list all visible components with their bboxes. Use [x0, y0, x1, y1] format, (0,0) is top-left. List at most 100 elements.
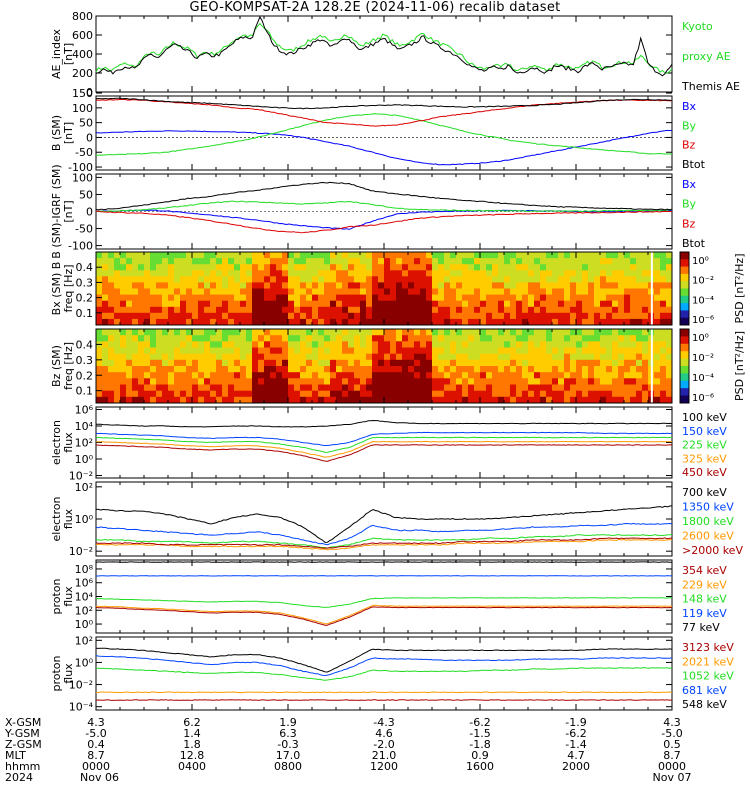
bz_spec-cell	[288, 366, 295, 373]
bz_spec-cell	[534, 396, 541, 404]
orbit-cell: 4.6	[375, 727, 393, 740]
bx_spec-cell	[216, 294, 223, 302]
bx_spec-cell	[456, 318, 463, 326]
orbit-cell: 1.8	[183, 738, 201, 751]
ae-series-themis-ae	[95, 15, 673, 77]
bx_spec-cell	[288, 264, 295, 271]
bx_spec-cell	[102, 252, 109, 259]
bx_spec-cell	[378, 288, 385, 295]
bz_spec-cell	[492, 366, 499, 373]
bz_spec-cell	[336, 372, 343, 379]
bz_spec-cell	[606, 390, 613, 398]
bz_spec-cell	[384, 366, 391, 373]
bz_spec-cell	[558, 366, 565, 373]
bz_spec-cell	[162, 329, 169, 336]
bz_spec-cell	[378, 341, 385, 348]
bx_spec-cell	[306, 252, 313, 259]
bz_spec-cell	[228, 378, 235, 385]
bx_spec-cell	[498, 294, 505, 302]
bx_spec-cell	[600, 270, 607, 277]
bx_spec-cell	[468, 270, 475, 277]
bx_spec-cell	[342, 270, 349, 277]
orbit-cell: 4.3	[87, 716, 105, 729]
bz_spec-cell	[288, 396, 295, 404]
bz_spec-cell	[492, 390, 499, 398]
bx_spec-cell	[198, 318, 205, 326]
bz_spec-cell	[222, 366, 229, 373]
bx_spec-cell	[180, 300, 187, 308]
bx_spec-cell	[516, 306, 523, 314]
bx_spec-cell	[498, 270, 505, 277]
bz_spec-cell	[264, 390, 271, 398]
bz_spec-cell	[342, 396, 349, 404]
p_flux_high-series-681-kev	[95, 655, 673, 677]
bx_spec-cell	[618, 276, 625, 283]
bx_spec-cell	[252, 258, 259, 265]
bz_spec-cell	[306, 341, 313, 348]
bx_spec-cell	[234, 312, 241, 320]
bx_spec-cell	[204, 252, 211, 259]
bz_spec-colorbar-segment	[680, 351, 689, 359]
bz_spec-cell	[642, 396, 649, 404]
bx_spec-cell	[336, 288, 343, 295]
bz_spec-cell	[474, 390, 481, 398]
bx_spec-cell	[132, 306, 139, 314]
bz_spec-cell	[582, 372, 589, 379]
bz_spec-cell	[276, 396, 283, 404]
bx_spec-cell	[174, 276, 181, 283]
bx_spec-cell	[462, 252, 469, 259]
bz_spec-cell	[522, 329, 529, 336]
bx_spec-cell	[126, 282, 133, 289]
bx_spec-cell	[210, 264, 217, 271]
bx_spec-cell	[654, 312, 661, 320]
bz_spec-cell	[390, 378, 397, 385]
bx_spec-cell	[264, 264, 271, 271]
bx_spec-cell	[186, 252, 193, 259]
bz_spec-cell	[462, 335, 469, 342]
bx_spec-cell	[354, 288, 361, 295]
orbit-row-label: MLT	[5, 749, 26, 762]
bx_spec-cell	[108, 312, 115, 320]
bz_spec-cell	[270, 378, 277, 385]
bz_spec-cell	[618, 335, 625, 342]
bx_spec-cell	[138, 264, 145, 271]
bz_spec-cell	[570, 359, 577, 367]
bx_spec-cell	[486, 288, 493, 295]
bz_spec-cell	[318, 353, 325, 361]
bz_spec-cell	[432, 359, 439, 367]
bz_spec-colorbar-segment	[680, 358, 689, 367]
bz_spec-cell	[432, 384, 439, 392]
bz_spec-cell	[432, 372, 439, 379]
bx_spec-cell	[312, 312, 319, 320]
bx_spec-cell	[444, 282, 451, 289]
bz_spec-cell	[534, 329, 541, 336]
bz_spec-cell	[120, 372, 127, 379]
bx_spec-cell	[498, 282, 505, 289]
bx_spec-cell	[384, 270, 391, 277]
bz_spec-cell	[558, 329, 565, 336]
bx_spec-cell	[528, 318, 535, 326]
bz_spec-cell	[150, 353, 157, 361]
bx_spec-cell	[294, 282, 301, 289]
bx_spec-cell	[360, 288, 367, 295]
bx_spec-cell	[414, 288, 421, 295]
bx_spec-cell	[240, 270, 247, 277]
bz_spec-cell	[510, 335, 517, 342]
bx_spec-cell	[240, 288, 247, 295]
bx_spec-cell	[204, 258, 211, 265]
bz_spec-cell	[522, 372, 529, 379]
bz_spec-cell	[330, 335, 337, 342]
bx_spec-cell	[330, 288, 337, 295]
bz_spec-cell	[186, 384, 193, 392]
bx_spec-cell	[510, 252, 517, 259]
bx_spec-cell	[174, 282, 181, 289]
bx_spec-cell	[240, 252, 247, 259]
bz_spec-cell	[378, 384, 385, 392]
bz_spec-cell	[432, 378, 439, 385]
bz_spec-cell	[486, 341, 493, 348]
bx_spec-cell	[624, 252, 631, 259]
bx_spec-cell	[282, 264, 289, 271]
bx_spec-cell	[354, 264, 361, 271]
bz_spec-cell	[234, 353, 241, 361]
e_flux_high-legend-entry: 2600 keV	[682, 530, 734, 543]
